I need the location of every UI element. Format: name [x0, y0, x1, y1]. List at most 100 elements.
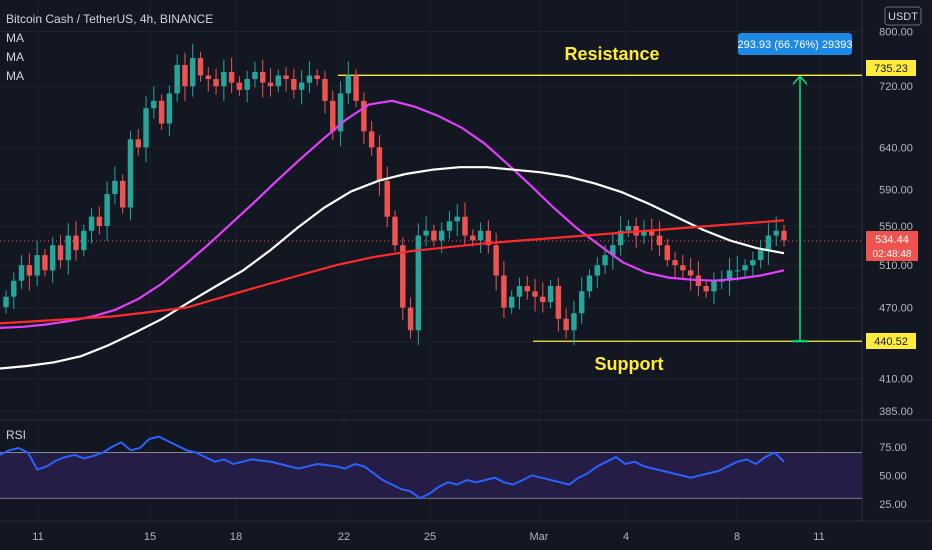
candle-body	[298, 82, 305, 90]
time-tick-label: 8	[734, 531, 740, 543]
time-tick-label: 4	[623, 531, 629, 543]
price-tick-label: 470.00	[879, 303, 913, 315]
bar-countdown: 02:48:48	[873, 249, 912, 260]
candle-body	[174, 64, 180, 94]
candle-body	[49, 245, 56, 271]
candle-body	[532, 291, 538, 297]
ma-line-2	[0, 166, 785, 370]
candle-body	[3, 296, 9, 308]
indicator-ma-1[interactable]: MA	[6, 31, 24, 45]
candle-body	[158, 100, 165, 124]
price-tick-label: 640.00	[879, 142, 913, 154]
candle-body	[563, 318, 569, 331]
time-tick-label: 15	[144, 531, 156, 543]
candles	[3, 43, 787, 345]
candle-body	[742, 265, 748, 271]
indicator-ma-2[interactable]: MA	[6, 50, 24, 64]
candle-body	[734, 270, 741, 272]
support-label: Support	[595, 354, 664, 374]
candle-body	[73, 235, 79, 251]
candle-body	[104, 193, 110, 227]
candle-body	[703, 285, 709, 292]
candle-body	[221, 71, 227, 87]
candle-body	[205, 75, 212, 80]
candle-body	[283, 75, 289, 80]
candle-body	[135, 139, 141, 148]
resistance-price: 735.23	[874, 63, 908, 75]
candle-body	[384, 180, 390, 217]
symbol-title[interactable]: Bitcoin Cash / TetherUS, 4h, BINANCE	[6, 12, 214, 26]
ma-line-1	[0, 99, 785, 329]
indicator-ma-3[interactable]: MA	[6, 69, 24, 83]
candle-body	[34, 255, 40, 276]
candle-body	[376, 147, 383, 181]
candle-body	[197, 58, 204, 76]
candle-body	[680, 265, 686, 271]
candle-body	[291, 79, 297, 90]
candle-body	[189, 58, 196, 87]
rsi-pane	[0, 435, 862, 500]
candle-body	[18, 265, 25, 281]
candle-body	[228, 71, 235, 83]
currency-badge[interactable]	[884, 6, 922, 26]
time-tick-label: Mar	[530, 531, 549, 543]
candle-body	[750, 260, 756, 266]
candle-body	[213, 79, 219, 87]
measure-text: 293.93 (66.76%) 29393	[738, 39, 853, 51]
candle-body	[649, 230, 655, 236]
candle-body	[540, 296, 546, 303]
candle-body	[477, 230, 484, 241]
candle-body	[757, 250, 764, 261]
price-axis: 385.00410.00440.00470.00510.00550.00590.…	[879, 26, 913, 511]
resistance-label: Resistance	[564, 44, 659, 64]
support-price-badge	[866, 333, 916, 349]
price-tick-label: 385.00	[879, 406, 913, 418]
rsi-tick-label: 75.00	[879, 442, 907, 454]
moving-averages	[0, 99, 785, 370]
candle-body	[368, 131, 375, 148]
candle-body	[353, 75, 359, 101]
candle-body	[493, 245, 499, 276]
resistance-price-badge	[866, 60, 916, 76]
candle-body	[260, 71, 266, 83]
time-axis: 11 15 18 22 25 Mar 4 8 11	[32, 531, 824, 543]
candle-body	[65, 235, 71, 261]
candle-body	[781, 230, 787, 241]
rsi-tick-label: 25.00	[879, 499, 907, 511]
price-tick-label: 510.00	[879, 260, 913, 272]
candle-body	[275, 75, 282, 87]
candle-body	[664, 245, 671, 261]
candle-body	[594, 265, 601, 276]
candle-body	[127, 139, 134, 208]
candle-body	[306, 75, 313, 83]
candle-body	[446, 221, 453, 231]
support-price: 440.52	[874, 336, 908, 348]
candle-body	[42, 255, 48, 271]
candle-body	[726, 270, 733, 281]
price-tick-label: 550.00	[879, 221, 913, 233]
measure-tool[interactable]	[792, 75, 808, 343]
candle-body	[112, 180, 118, 194]
rsi-band	[0, 452, 862, 499]
candle-body	[314, 75, 320, 80]
candle-body	[252, 71, 258, 80]
candle-body	[516, 285, 523, 297]
candle-body	[454, 216, 460, 222]
candle-body	[81, 230, 87, 251]
price-tick-label: 800.00	[879, 26, 913, 38]
ma-line-3	[0, 219, 785, 325]
candle-body	[182, 64, 188, 87]
candle-body	[578, 291, 585, 314]
candle-body	[617, 230, 624, 246]
candle-body	[610, 245, 616, 256]
candle-body	[462, 216, 468, 236]
candle-body	[524, 285, 530, 292]
last-price-badge	[866, 231, 918, 261]
candle-body	[415, 235, 422, 331]
candle-body	[392, 216, 398, 246]
price-tick-label: 590.00	[879, 185, 913, 197]
candle-body	[143, 108, 149, 148]
time-tick-label: 11	[32, 531, 43, 543]
candle-body	[719, 280, 725, 282]
